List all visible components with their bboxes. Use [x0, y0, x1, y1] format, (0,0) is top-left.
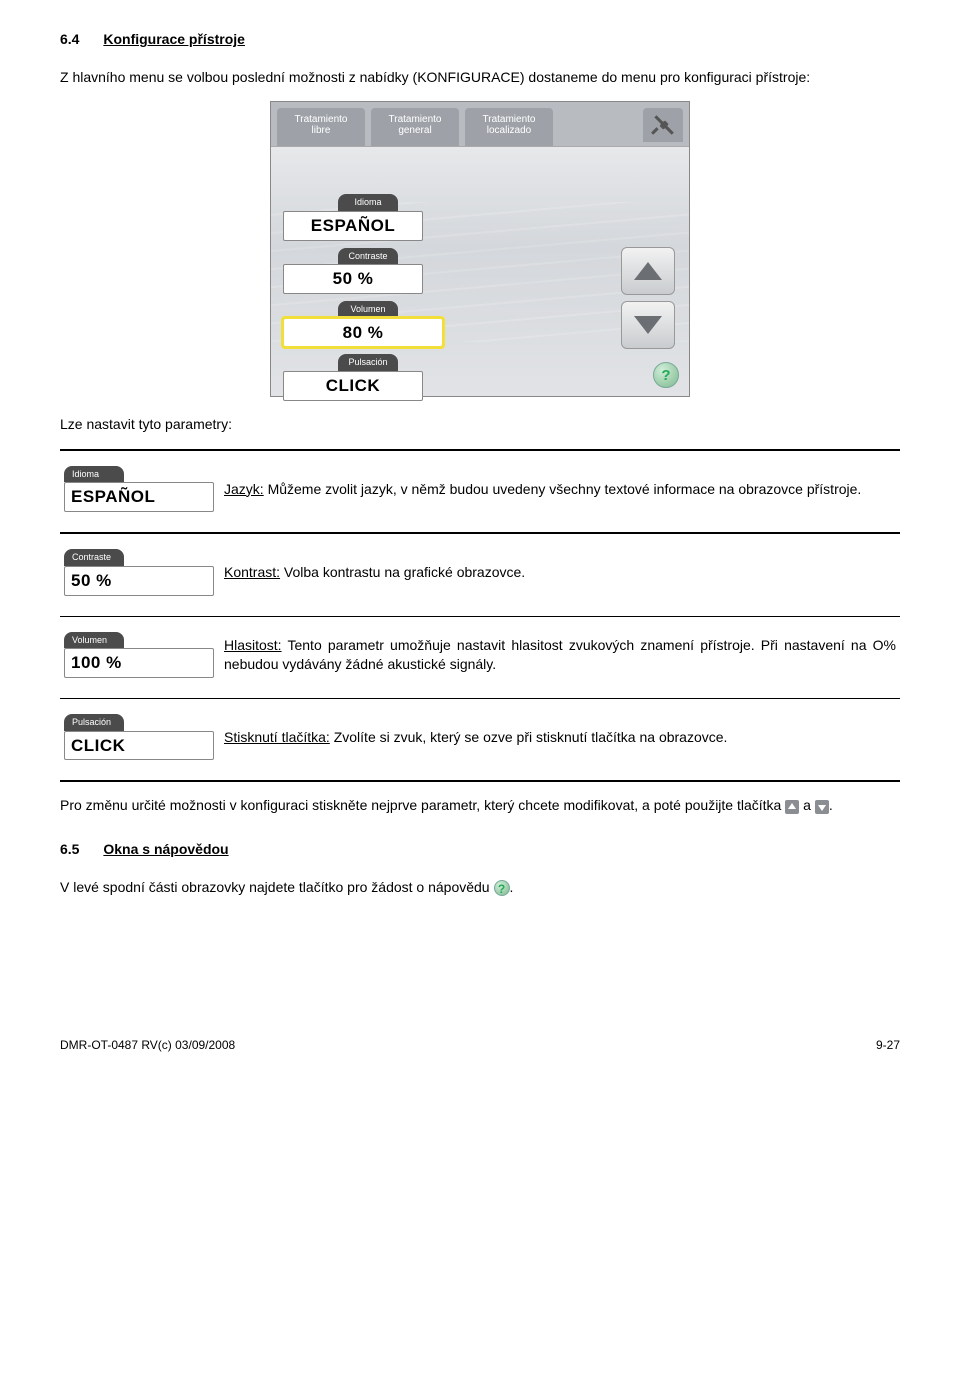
field-pulsacion[interactable]: Pulsación CLICK: [283, 351, 453, 400]
arrow-up-button[interactable]: [621, 247, 675, 295]
intro-paragraph: Z hlavního menu se volbou poslední možno…: [60, 68, 900, 88]
tools-icon: [650, 112, 676, 138]
chip-pulsacion: Pulsación CLICK: [64, 711, 214, 760]
divider: [60, 780, 900, 782]
inline-chevron-up-icon: [785, 800, 799, 814]
section-number: 6.5: [60, 841, 79, 857]
tab-row: Tratamiento libre Tratamiento general Tr…: [271, 102, 689, 146]
desc-jazyk: Jazyk: Můžeme zvolit jazyk, v němž budou…: [220, 451, 900, 528]
section-title: Okna s nápovědou: [103, 841, 228, 857]
tab-libre[interactable]: Tratamiento libre: [277, 108, 365, 146]
param-table: Idioma ESPAÑOL Jazyk: Můžeme zvolit jazy…: [60, 451, 900, 528]
tab-localizado[interactable]: Tratamiento localizado: [465, 108, 553, 146]
section-6-5-heading: 6.5 Okna s nápovědou: [60, 840, 900, 860]
field-contraste[interactable]: Contraste 50 %: [283, 245, 453, 294]
chevron-down-icon: [634, 316, 662, 334]
chip-volumen: Volumen 100 %: [64, 629, 214, 678]
desc-stisknuti: Stisknutí tlačítka: Zvolíte si zvuk, kte…: [220, 699, 900, 776]
chip-idioma: Idioma ESPAÑOL: [64, 463, 214, 512]
settings-tab-icon[interactable]: [643, 108, 683, 142]
device-screenshot: Tratamiento libre Tratamiento general Tr…: [60, 101, 900, 397]
help-button[interactable]: ?: [653, 362, 679, 388]
field-idioma[interactable]: Idioma ESPAÑOL: [283, 191, 453, 240]
inline-chevron-down-icon: [815, 800, 829, 814]
closing-paragraph: Pro změnu určité možnosti v konfiguraci …: [60, 796, 900, 816]
footer-right: 9-27: [876, 1037, 900, 1054]
arrow-down-button[interactable]: [621, 301, 675, 349]
chevron-up-icon: [634, 262, 662, 280]
section-6-5-text: V levé spodní části obrazovky najdete tl…: [60, 878, 900, 898]
section-title: Konfigurace přístroje: [103, 31, 245, 47]
desc-hlasitost: Hlasitost: Tento parametr umožňuje nasta…: [220, 617, 900, 694]
field-volumen[interactable]: Volumen 80 %: [283, 298, 453, 347]
desc-kontrast: Kontrast: Volba kontrastu na grafické ob…: [220, 534, 900, 611]
inline-help-icon: ?: [494, 880, 510, 896]
footer-left: DMR-OT-0487 RV(c) 03/09/2008: [60, 1037, 235, 1054]
section-number: 6.4: [60, 31, 79, 47]
chip-contraste: Contraste 50 %: [64, 546, 214, 595]
tab-general[interactable]: Tratamiento general: [371, 108, 459, 146]
section-6-4-heading: 6.4 Konfigurace přístroje: [60, 30, 900, 50]
page-footer: DMR-OT-0487 RV(c) 03/09/2008 9-27: [60, 1037, 900, 1054]
after-screenshot-text: Lze nastavit tyto parametry:: [60, 415, 900, 435]
